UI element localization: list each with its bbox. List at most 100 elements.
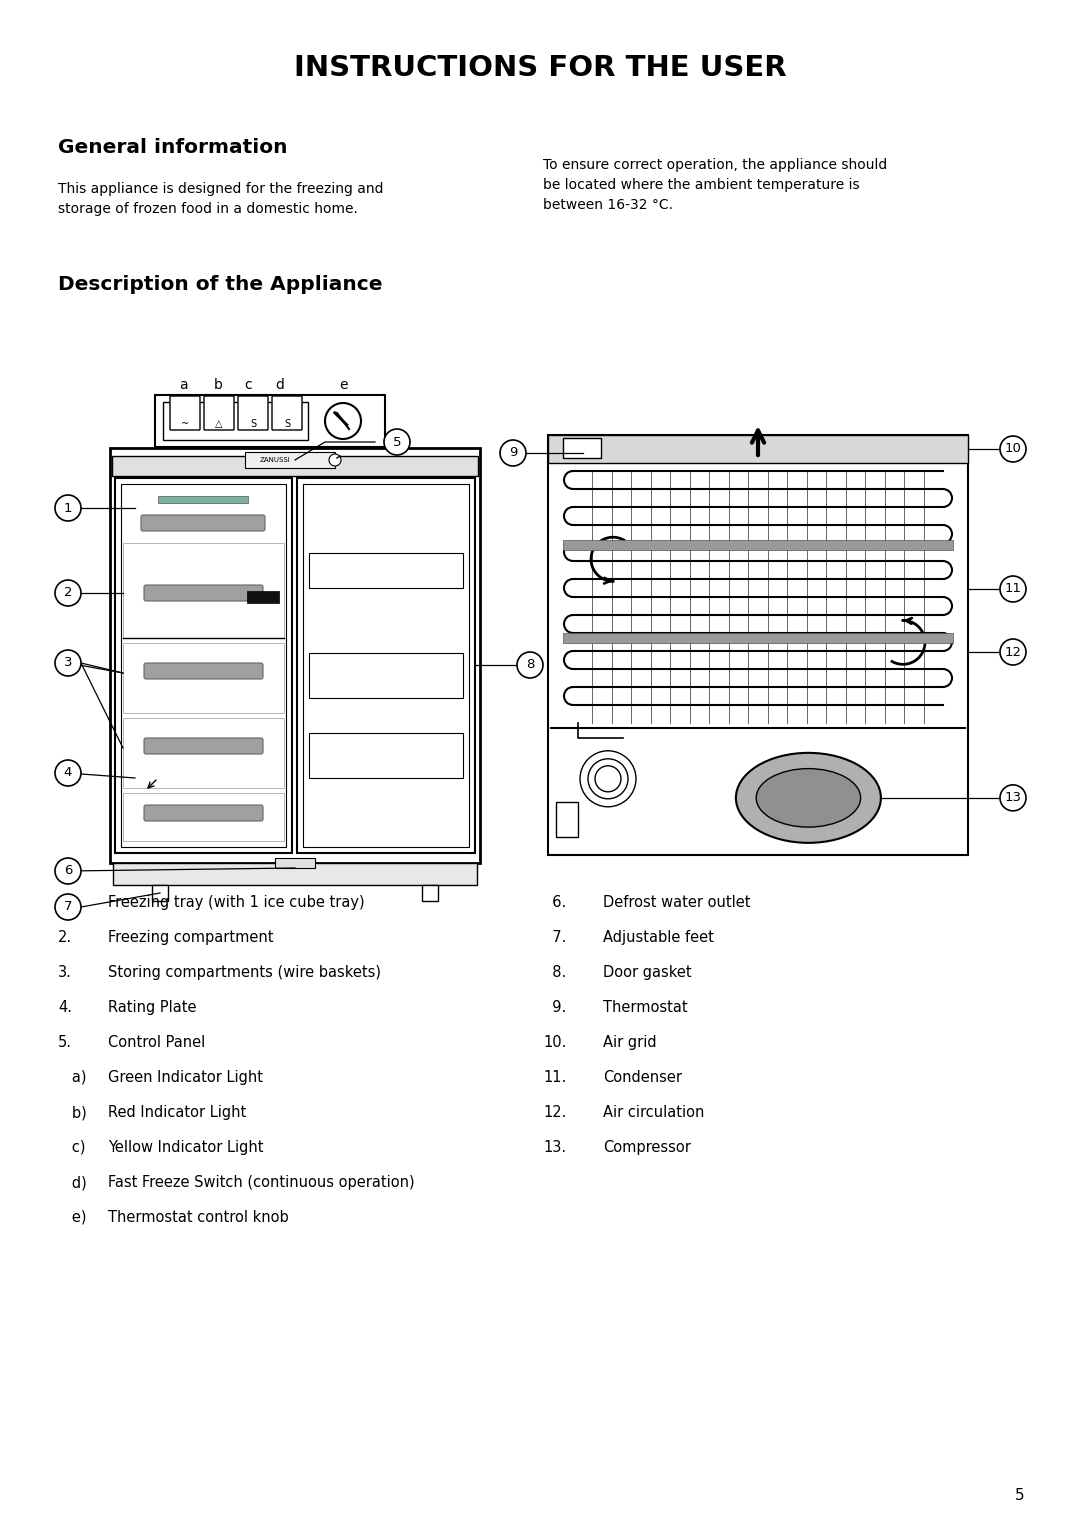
Text: 13: 13 bbox=[1004, 792, 1022, 804]
Text: 1: 1 bbox=[64, 502, 72, 514]
Text: 12: 12 bbox=[1004, 645, 1022, 659]
Circle shape bbox=[329, 455, 341, 465]
Text: Defrost water outlet: Defrost water outlet bbox=[603, 896, 751, 909]
Circle shape bbox=[517, 652, 543, 678]
Text: Freezing compartment: Freezing compartment bbox=[108, 929, 273, 945]
Circle shape bbox=[1000, 436, 1026, 462]
Text: Thermostat control knob: Thermostat control knob bbox=[108, 1210, 288, 1225]
Text: Air circulation: Air circulation bbox=[603, 1105, 704, 1120]
Text: 10.: 10. bbox=[543, 1035, 566, 1050]
FancyBboxPatch shape bbox=[204, 397, 234, 430]
Text: S: S bbox=[284, 420, 291, 429]
Bar bbox=[121, 484, 286, 847]
Circle shape bbox=[1000, 575, 1026, 601]
Bar bbox=[110, 449, 480, 864]
Circle shape bbox=[1000, 784, 1026, 810]
Bar bbox=[114, 478, 292, 853]
Bar bbox=[158, 496, 248, 504]
Ellipse shape bbox=[756, 769, 861, 827]
Bar bbox=[247, 591, 279, 603]
Text: a: a bbox=[178, 378, 187, 392]
Text: b: b bbox=[214, 378, 222, 392]
Bar bbox=[309, 653, 463, 697]
Text: 5: 5 bbox=[1015, 1488, 1025, 1503]
Text: 8.: 8. bbox=[543, 964, 566, 980]
Text: 6: 6 bbox=[64, 865, 72, 877]
Text: 7: 7 bbox=[64, 900, 72, 914]
Bar bbox=[156, 395, 384, 447]
Bar bbox=[303, 484, 469, 847]
Text: General information: General information bbox=[58, 137, 287, 157]
Bar bbox=[563, 438, 600, 458]
Circle shape bbox=[500, 439, 526, 465]
Text: Storing compartments (wire baskets): Storing compartments (wire baskets) bbox=[108, 964, 381, 980]
Text: 12.: 12. bbox=[543, 1105, 566, 1120]
Text: Adjustable feet: Adjustable feet bbox=[603, 929, 714, 945]
Circle shape bbox=[55, 580, 81, 606]
Text: 9: 9 bbox=[509, 447, 517, 459]
Bar bbox=[275, 858, 315, 868]
Text: 4: 4 bbox=[64, 766, 72, 780]
Text: 2.: 2. bbox=[58, 929, 72, 945]
Text: Fast Freeze Switch (continuous operation): Fast Freeze Switch (continuous operation… bbox=[108, 1175, 415, 1190]
Text: 5: 5 bbox=[393, 435, 402, 449]
Text: c): c) bbox=[58, 1140, 85, 1155]
Bar bbox=[113, 864, 477, 885]
Text: c: c bbox=[244, 378, 252, 392]
FancyBboxPatch shape bbox=[144, 584, 264, 601]
Text: S: S bbox=[249, 420, 256, 429]
Bar bbox=[309, 732, 463, 778]
Text: 9.: 9. bbox=[543, 1000, 566, 1015]
Text: 13.: 13. bbox=[543, 1140, 566, 1155]
Bar bbox=[563, 540, 953, 549]
FancyBboxPatch shape bbox=[144, 739, 264, 754]
Text: 6.: 6. bbox=[543, 896, 566, 909]
Bar bbox=[556, 803, 578, 836]
Text: 10: 10 bbox=[1004, 443, 1022, 455]
Text: 11: 11 bbox=[1004, 583, 1022, 595]
Text: Door gasket: Door gasket bbox=[603, 964, 691, 980]
Text: To ensure correct operation, the appliance should
be located where the ambient t: To ensure correct operation, the applian… bbox=[543, 159, 888, 212]
Bar bbox=[123, 543, 284, 638]
Text: Yellow Indicator Light: Yellow Indicator Light bbox=[108, 1140, 264, 1155]
Text: 3: 3 bbox=[64, 656, 72, 670]
Text: △: △ bbox=[215, 420, 222, 429]
Text: e: e bbox=[339, 378, 348, 392]
Text: 1.: 1. bbox=[58, 896, 72, 909]
FancyBboxPatch shape bbox=[272, 397, 302, 430]
FancyBboxPatch shape bbox=[238, 397, 268, 430]
Bar bbox=[112, 456, 478, 476]
Text: d): d) bbox=[58, 1175, 86, 1190]
Circle shape bbox=[55, 494, 81, 520]
Text: This appliance is designed for the freezing and
storage of frozen food in a dome: This appliance is designed for the freez… bbox=[58, 182, 383, 217]
Text: Thermostat: Thermostat bbox=[603, 1000, 688, 1015]
Text: INSTRUCTIONS FOR THE USER: INSTRUCTIONS FOR THE USER bbox=[294, 53, 786, 82]
Text: 2: 2 bbox=[64, 586, 72, 600]
Text: Compressor: Compressor bbox=[603, 1140, 691, 1155]
Text: 11.: 11. bbox=[543, 1070, 566, 1085]
Bar bbox=[152, 885, 168, 900]
FancyBboxPatch shape bbox=[144, 806, 264, 821]
Text: ~: ~ bbox=[181, 420, 189, 429]
Text: ZANUSSI: ZANUSSI bbox=[259, 456, 291, 462]
Circle shape bbox=[55, 858, 81, 884]
Circle shape bbox=[384, 429, 410, 455]
Bar bbox=[245, 452, 335, 468]
FancyBboxPatch shape bbox=[144, 662, 264, 679]
Bar bbox=[297, 478, 475, 853]
Ellipse shape bbox=[735, 752, 881, 842]
Text: e): e) bbox=[58, 1210, 86, 1225]
Bar bbox=[422, 885, 438, 900]
Text: Red Indicator Light: Red Indicator Light bbox=[108, 1105, 246, 1120]
Bar bbox=[163, 401, 308, 439]
Text: 8: 8 bbox=[526, 659, 535, 671]
Circle shape bbox=[1000, 639, 1026, 665]
Circle shape bbox=[325, 403, 361, 439]
Text: Freezing tray (with 1 ice cube tray): Freezing tray (with 1 ice cube tray) bbox=[108, 896, 365, 909]
Text: Control Panel: Control Panel bbox=[108, 1035, 205, 1050]
Text: Air grid: Air grid bbox=[603, 1035, 657, 1050]
Text: Description of the Appliance: Description of the Appliance bbox=[58, 275, 382, 295]
Text: b): b) bbox=[58, 1105, 86, 1120]
Text: d: d bbox=[275, 378, 284, 392]
Circle shape bbox=[55, 760, 81, 786]
